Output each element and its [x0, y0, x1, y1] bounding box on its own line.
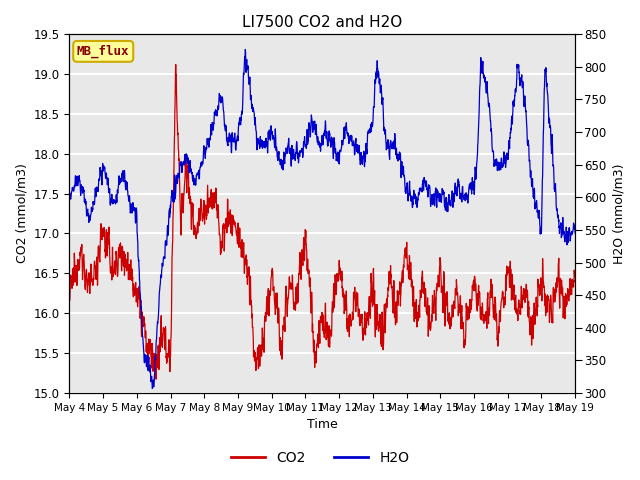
Line: CO2: CO2: [69, 65, 575, 379]
Text: MB_flux: MB_flux: [77, 45, 129, 58]
H2O: [572, 231, 579, 237]
CO2: [541, 291, 548, 297]
H2O: [527, 168, 535, 174]
H2O: [541, 67, 548, 72]
CO2: [337, 276, 345, 282]
H2O: [148, 385, 156, 391]
H2O: [469, 187, 477, 192]
CO2: [152, 376, 160, 382]
H2O: [65, 191, 73, 197]
CO2: [348, 317, 356, 323]
Line: H2O: H2O: [69, 49, 575, 388]
CO2: [172, 62, 180, 68]
Y-axis label: CO2 (mmol/m3): CO2 (mmol/m3): [15, 164, 28, 264]
CO2: [527, 320, 535, 326]
Legend: CO2, H2O: CO2, H2O: [225, 445, 415, 471]
CO2: [207, 189, 215, 194]
Title: LI7500 CO2 and H2O: LI7500 CO2 and H2O: [242, 15, 403, 30]
H2O: [241, 47, 249, 52]
H2O: [337, 148, 345, 154]
X-axis label: Time: Time: [307, 419, 338, 432]
H2O: [207, 130, 214, 136]
CO2: [572, 272, 579, 277]
CO2: [469, 280, 477, 286]
Y-axis label: H2O (mmol/m3): H2O (mmol/m3): [612, 163, 625, 264]
H2O: [348, 136, 356, 142]
CO2: [65, 298, 73, 303]
